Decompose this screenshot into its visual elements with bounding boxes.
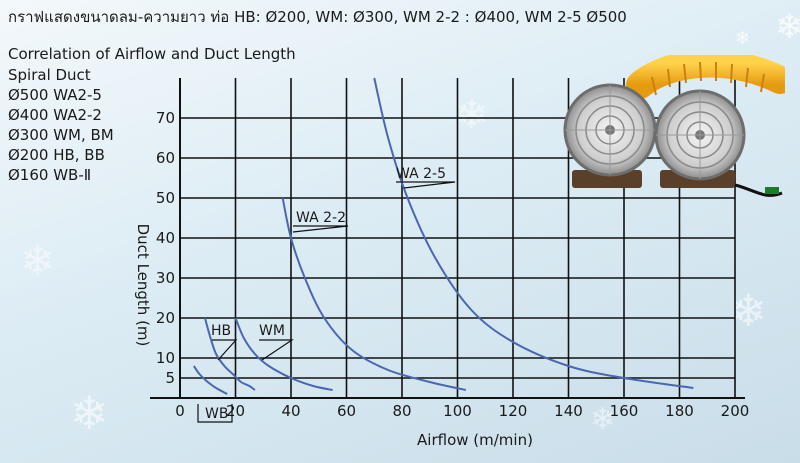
legend-item-wa2-2: Ø400 WA2-2	[8, 106, 102, 124]
y-tick-label: 70	[156, 109, 175, 127]
annotation-leader	[259, 339, 294, 361]
thai-title: กราฟแสดงขนาดลม-ความยาว ท่อ HB: Ø200, WM:…	[8, 8, 627, 26]
legend-item-wb: Ø160 WB-Ⅱ	[8, 166, 92, 184]
y-tick-label: 50	[156, 189, 175, 207]
legend-item-hb: Ø200 HB, BB	[8, 146, 105, 164]
snowflake-icon: ❄	[70, 386, 109, 440]
legend-heading: Spiral Duct	[8, 66, 91, 84]
snowflake-icon: ❄	[20, 236, 56, 285]
chart-series	[193, 77, 694, 395]
series-line-wb	[193, 365, 228, 395]
x-tick-label: 180	[665, 402, 694, 420]
y-tick-label: 20	[156, 309, 175, 327]
fan-body-left	[563, 83, 657, 188]
series-line-wa-2-2	[281, 197, 467, 391]
y-tick-label: 10	[156, 349, 175, 367]
portable-fan-with-yellow-duct-icon	[563, 55, 785, 197]
y-axis-label: Duct Length (m)	[134, 224, 152, 347]
x-tick-label: 60	[337, 402, 356, 420]
x-tick-label: 120	[499, 402, 528, 420]
annotation-wb-bracket	[197, 404, 233, 423]
y-tick-label: 40	[156, 229, 175, 247]
x-tick-label: 20	[226, 402, 245, 420]
annotation-leader	[292, 225, 349, 233]
x-tick-label: 80	[392, 402, 411, 420]
annotation-hb: HB	[211, 323, 231, 339]
annotation-wm: WM	[259, 323, 285, 339]
legend-item-wm: Ø300 WM, BM	[8, 126, 114, 144]
fan-body-right	[654, 89, 746, 188]
x-axis-label: Airflow (m/min)	[417, 431, 533, 449]
annotation-leader	[396, 181, 456, 189]
annotation-leader	[212, 339, 238, 361]
annotation-wb: WB	[205, 406, 228, 422]
x-tick-label: 100	[443, 402, 472, 420]
snowflake-icon: ❄	[730, 286, 767, 337]
chart-grid	[150, 78, 745, 399]
x-tick-label: 200	[721, 402, 750, 420]
annotation-wa-2-2: WA 2-2	[296, 210, 346, 226]
series-line-wa-2-5	[373, 77, 694, 389]
snowflake-icon: ❄	[590, 402, 616, 437]
series-line-wm	[234, 317, 333, 391]
annotation-wa-2-5: WA 2-5	[396, 166, 446, 182]
legend-item-wa2-5: Ø500 WA2-5	[8, 86, 102, 104]
snowflake-icon: ❄	[455, 92, 489, 138]
series-line-hb	[204, 317, 256, 391]
y-tick-label: 5	[165, 369, 175, 387]
y-tick-label: 60	[156, 149, 175, 167]
chart-title: Correlation of Airflow and Duct Length	[8, 45, 296, 63]
chart-labels: 0 20 40 60 80 100 120 140 160 180 200 5 10 20 30 40 50 60…	[134, 109, 749, 449]
y-tick-label: 30	[156, 269, 175, 287]
x-tick-label: 140	[554, 402, 583, 420]
x-tick-label: 0	[175, 402, 185, 420]
x-tick-label: 160	[610, 402, 639, 420]
snowflake-icon: ❄	[775, 7, 800, 47]
x-tick-label: 40	[281, 402, 300, 420]
snowflake-icon: ❄	[735, 28, 751, 49]
